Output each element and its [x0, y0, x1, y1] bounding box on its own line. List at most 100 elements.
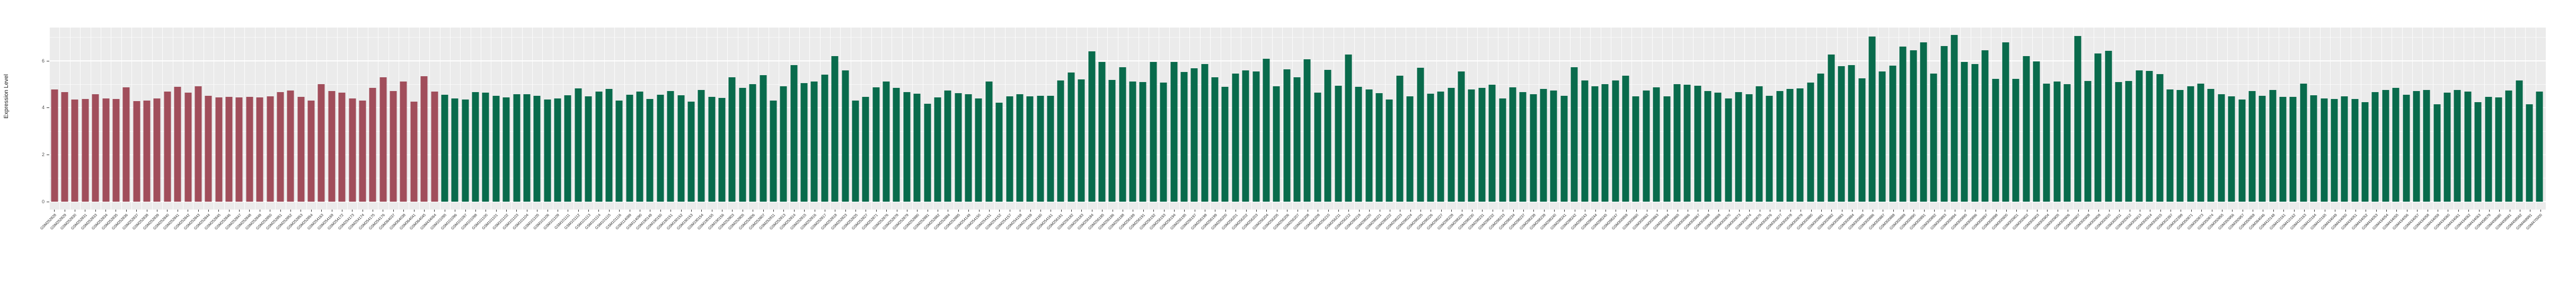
gridline-vertical [789, 28, 790, 210]
gridline-vertical [419, 28, 420, 210]
x-tick-label: GSM300909 [2084, 213, 2102, 231]
bar-slot [1405, 28, 1415, 210]
x-tick-label: GSM252818 [820, 213, 838, 231]
x-tick [2499, 210, 2500, 212]
bar-slot [2432, 28, 2442, 210]
x-tick-label: GSM101102 [492, 213, 509, 231]
bar-slot [1302, 28, 1312, 210]
bar-slot [2134, 28, 2144, 210]
bar-GSM101102 [502, 97, 510, 202]
bar-slot [142, 28, 152, 210]
bar-slot [1507, 28, 1518, 210]
bar-GSM300912 [2125, 80, 2132, 202]
bar-GSM252836 [122, 87, 130, 202]
bar-slot [193, 28, 203, 210]
bar-GSM254158 [1016, 94, 1024, 202]
bar-GSM300895 [1961, 61, 1968, 202]
plot-panel [49, 28, 2546, 210]
bar-slot [2000, 28, 2010, 210]
bar-slot [563, 28, 573, 210]
x-tick [239, 210, 240, 212]
x-tick-label: GSM190155 [697, 213, 715, 231]
bar-GSM256200 [1221, 86, 1229, 202]
x-tick-label: GSM300870 [1714, 213, 1732, 231]
bar-slot [943, 28, 953, 210]
x-tick-label: GSM256210 [1313, 213, 1331, 231]
bar-GSM298222 [1386, 100, 1393, 202]
x-tick-label: GSM252803 [718, 213, 735, 231]
x-tick-label: GSM256204 [1252, 213, 1269, 231]
bar-GSM300870 [1725, 98, 1732, 202]
bar-slot [1241, 28, 1251, 210]
bar-slot [2093, 28, 2103, 210]
bar-slot [1292, 28, 1302, 210]
bar-slot [1569, 28, 1580, 210]
bar-GSM252849 [256, 97, 263, 202]
x-tick-label: GSM300859 [1611, 213, 1629, 231]
bar-slot [1025, 28, 1035, 210]
bar-GSM256208 [1303, 59, 1311, 202]
bar-GSM101114 [595, 91, 603, 202]
x-tick-label: GSM298223 [1386, 213, 1403, 231]
gridline-major-6 [49, 60, 2546, 61]
bar-slot [2247, 28, 2257, 210]
bar-slot [1702, 28, 1713, 210]
bar-slot [1898, 28, 1908, 210]
bar-slot [101, 28, 111, 210]
bar-GSM101105 [533, 95, 541, 202]
x-tick-label: GSM252853 [286, 213, 304, 231]
x-tick [681, 210, 682, 212]
gridline-vertical [532, 28, 533, 210]
x-tick-label: GSM252841 [163, 213, 181, 231]
gridline-vertical [511, 28, 513, 210]
gridline-vertical [1467, 28, 1468, 210]
bar-GSM256181 [1057, 80, 1064, 202]
x-tick-label: GSM190151 [656, 213, 674, 231]
bar-slot [296, 28, 306, 210]
bar-GSM252848 [246, 96, 253, 202]
x-tick [2201, 210, 2202, 212]
bar-slot [1775, 28, 1785, 210]
bar-slot [1857, 28, 1867, 210]
x-tick-label: GSM252827 [851, 213, 869, 231]
x-tick-label: GSM252846 [214, 213, 232, 231]
bar-GSM434063 [2474, 102, 2482, 202]
bar-GSM300862 [1643, 91, 1650, 202]
x-tick [1708, 210, 1709, 212]
gridline-vertical [224, 28, 225, 210]
x-tick [968, 210, 969, 212]
x-tick-label: GSM252854 [296, 213, 314, 231]
bar-slot [2031, 28, 2041, 210]
x-tick-label: GSM252806 [738, 213, 756, 231]
bar-slot [1425, 28, 1435, 210]
x-tick [218, 210, 219, 212]
bar-GSM252840 [164, 92, 171, 202]
x-tick-label: GSM256205 [1262, 213, 1280, 231]
bar-slot [2360, 28, 2370, 210]
x-tick [1451, 210, 1452, 212]
bar-slot [1251, 28, 1261, 210]
x-tick-label: GSM300879 [1786, 213, 1804, 231]
x-tick-label: GSM252847 [224, 213, 242, 231]
x-tick [1533, 210, 1534, 212]
bar-GSM300908 [2084, 80, 2092, 202]
bar-slot [1816, 28, 1826, 210]
x-tick-label: GSM458581 [2495, 213, 2513, 231]
x-tick-label: GSM410163 [2289, 213, 2307, 231]
x-tick [2078, 210, 2079, 212]
bar-GSM252815 [800, 83, 808, 202]
bar-slot [460, 28, 470, 210]
x-tick-label: GSM256183 [1067, 213, 1084, 231]
bar-slot [429, 28, 439, 210]
gridline-vertical [1939, 28, 1940, 210]
x-tick-label: GSM101106 [533, 213, 550, 231]
x-tick-label: GSM101098 [461, 213, 479, 231]
x-tick-label: GSM252829 [50, 213, 68, 231]
y-tick-label-4: 4 [41, 105, 45, 111]
bar-GSM254163 [317, 84, 325, 202]
x-tick-label: GSM256185 [1087, 213, 1105, 231]
bar-GSM252880 [913, 94, 921, 202]
bar-slot [1723, 28, 1733, 210]
bar-GSM252837 [133, 101, 140, 202]
x-tick [2293, 210, 2295, 212]
